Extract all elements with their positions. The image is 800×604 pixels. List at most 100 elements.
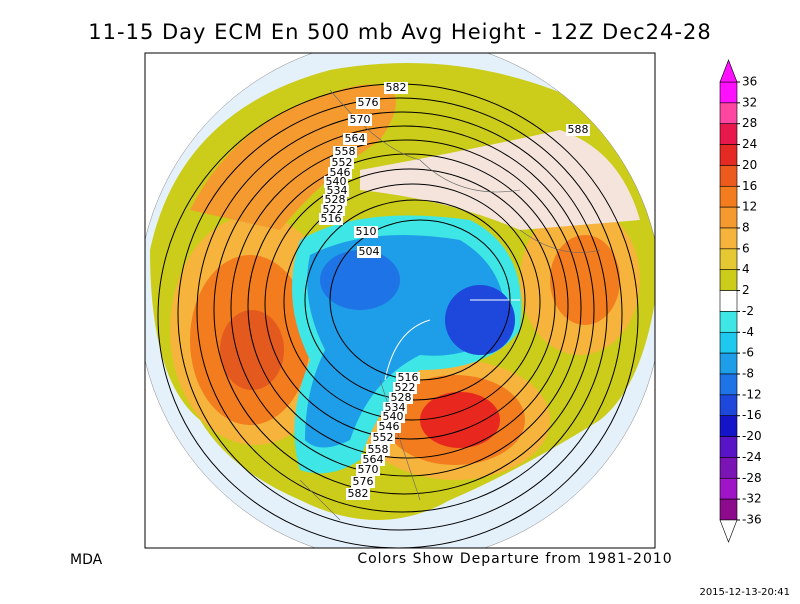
contour-label: 516 [398, 371, 419, 384]
contour-label: 534 [327, 184, 348, 197]
colorbar-box [719, 498, 738, 521]
colorbar-label: -12 [742, 387, 762, 401]
colorbar-box [719, 81, 738, 104]
colorbar-box [719, 165, 738, 187]
colorbar-label: -4 [742, 325, 754, 339]
colorbar-box [719, 436, 738, 458]
colorbar-label: -36 [742, 513, 762, 527]
contour-label: 528 [391, 391, 412, 404]
colorbar-label: 4 [742, 262, 750, 276]
contour-label-bg [384, 82, 408, 94]
colorbar-label: -16 [742, 408, 762, 422]
contour-label-bg [393, 382, 417, 394]
colorbar-label: -32 [742, 492, 762, 506]
map [145, 53, 655, 548]
colorbar-box [719, 185, 738, 208]
colorbar-box [719, 352, 738, 375]
source: MDA [70, 552, 103, 568]
colorbar-label: -6 [742, 346, 754, 360]
contour-label: 576 [358, 96, 379, 109]
contour-label-bg [348, 114, 372, 126]
contour-label-bg [319, 213, 343, 225]
contour-label-bg [330, 157, 354, 169]
contour-label-bg [351, 476, 375, 488]
colorbar-box [719, 123, 738, 145]
contour-label: 558 [368, 443, 389, 456]
colorbar-label: -8 [742, 367, 754, 381]
contour-label: 546 [330, 166, 351, 179]
colorbar-box [719, 269, 738, 291]
colorbar-box [719, 102, 738, 125]
contour-label: 546 [379, 420, 400, 433]
contour-label-bg [354, 226, 378, 238]
contour-label-bg [356, 464, 380, 476]
colorbar-label: -2 [742, 304, 754, 318]
colorbar-arrow [719, 519, 738, 543]
contour-label: 582 [386, 81, 407, 94]
caption: Colors Show Departure from 1981-2010 [357, 551, 672, 567]
contour-label-bg [366, 444, 390, 456]
colorbar-box [719, 206, 738, 229]
contour-label-bg [566, 124, 590, 136]
colorbar-label: -20 [742, 429, 762, 443]
contour-label-bg [356, 97, 380, 109]
colorbar-box [719, 373, 738, 396]
colorbar-box [719, 415, 738, 437]
contour-label-bg [377, 421, 401, 433]
contour-label: 510 [356, 225, 377, 238]
colorbar-label: 6 [742, 241, 750, 255]
contour-label: 522 [395, 381, 416, 394]
contour-label: 528 [325, 193, 346, 206]
contour-label: 588 [568, 123, 589, 136]
contour-label: 570 [350, 113, 371, 126]
colorbar-box [719, 394, 738, 417]
contour-label-bg [381, 411, 405, 423]
colorbar-label: 16 [742, 179, 757, 193]
contour-label-bg [346, 488, 370, 500]
colorbar-label: -28 [742, 471, 762, 485]
colorbar-box [719, 477, 738, 500]
contour-label: 564 [345, 132, 366, 145]
contour-labels: 5825765705645585525465405345285225165105… [319, 81, 590, 500]
title: 11-15 Day ECM En 500 mb Avg Height - 12Z… [88, 20, 711, 44]
colorbar-label: 32 [742, 95, 757, 109]
timestamp: 2015-12-13-20:41 [699, 587, 790, 598]
colorbar-label: -24 [742, 450, 762, 464]
colorbar-box [719, 331, 738, 354]
map-frame [144, 52, 656, 549]
contour-label: 558 [335, 145, 356, 158]
contour-label-bg [357, 246, 381, 258]
colorbar-box [719, 457, 738, 479]
colorbar: 36 32 28 24 20 16 12 8 6 4 2 -2 -4 -6 -8 -12 -16 -20 -24 -2… [719, 59, 762, 543]
contour-label: 534 [385, 401, 406, 414]
colorbar-box [719, 248, 738, 271]
colorbar-label: 28 [742, 116, 757, 130]
colorbar-box [719, 290, 738, 312]
contour-label-bg [396, 372, 420, 384]
contour-label: 576 [353, 475, 374, 488]
contour-label: 564 [363, 453, 384, 466]
contour-label: 570 [358, 463, 379, 476]
contour-label: 552 [373, 431, 394, 444]
colorbar-label: 12 [742, 200, 757, 214]
contour-label-bg [323, 194, 347, 206]
contour-label-bg [361, 454, 385, 466]
contour-label: 522 [323, 203, 344, 216]
contour-label: 504 [359, 245, 380, 258]
contour-label-bg [371, 432, 395, 444]
colorbar-label: 2 [742, 283, 750, 297]
colorbar-box [719, 311, 738, 333]
colorbar-box [719, 227, 738, 250]
contour-label-bg [389, 392, 413, 404]
colorbar-label: 8 [742, 221, 750, 235]
contour-label-bg [333, 146, 357, 158]
colorbar-box [719, 144, 738, 166]
colorbar-label: 20 [742, 158, 757, 172]
contour-label-bg [343, 133, 367, 145]
contour-label: 516 [321, 212, 342, 225]
contour-label: 552 [332, 156, 353, 169]
contour-label: 540 [383, 410, 404, 423]
colorbar-arrow [719, 59, 738, 83]
contour-label: 540 [326, 175, 347, 188]
